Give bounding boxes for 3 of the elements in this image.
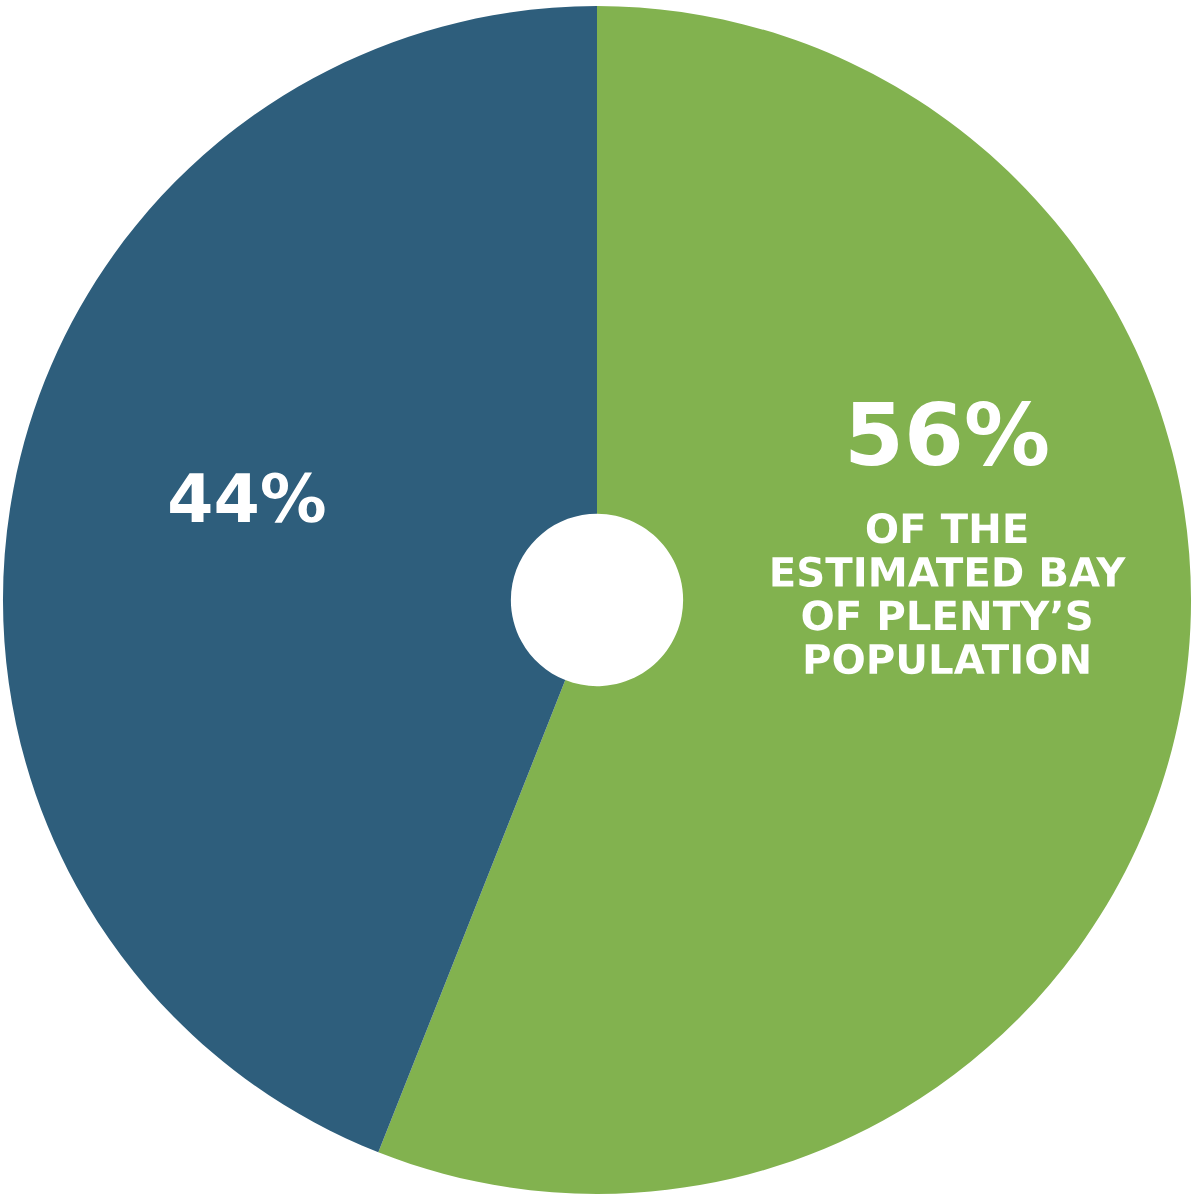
data-label: 56% — [850, 400, 1048, 467]
data-label: 44% — [170, 472, 325, 523]
text: OF THE ESTIMATED BAY OF PLENTY’S POPULATION — [772, 513, 1126, 675]
